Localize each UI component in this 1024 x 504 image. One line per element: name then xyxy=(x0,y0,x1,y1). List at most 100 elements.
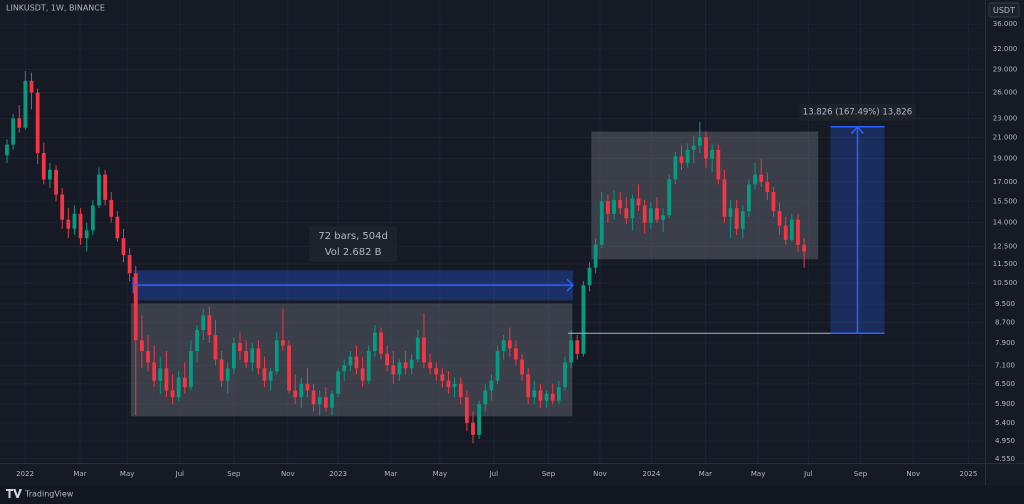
candle-body xyxy=(397,362,402,375)
candle-body xyxy=(311,390,316,405)
y-tick-label: 32.000 xyxy=(993,45,1018,53)
x-tick-label: Sep xyxy=(542,470,556,478)
candle-body xyxy=(507,340,512,349)
candle-body xyxy=(618,199,623,209)
candle-body xyxy=(115,216,120,239)
y-tick-label: 36.000 xyxy=(993,20,1018,28)
candle-body xyxy=(219,359,224,381)
candle-body xyxy=(704,137,708,159)
candle-body xyxy=(673,156,678,180)
candle-body xyxy=(422,337,426,363)
candle-body xyxy=(679,156,684,163)
x-tick-label: Jul xyxy=(803,470,813,478)
candle-body xyxy=(17,118,22,128)
candle-body xyxy=(403,362,408,369)
candle-body xyxy=(274,340,279,372)
candle-body xyxy=(550,393,555,401)
candle-body xyxy=(11,118,16,145)
y-tick-label: 10.500 xyxy=(993,279,1018,287)
y-tick-label: 15.500 xyxy=(993,197,1018,205)
x-tick-label: May xyxy=(751,470,765,478)
candle-body xyxy=(72,213,77,229)
candle-body xyxy=(532,390,537,398)
candle-body xyxy=(464,397,469,423)
y-tick-label: 21.000 xyxy=(993,133,1018,141)
candle-body xyxy=(477,404,482,435)
candle-body xyxy=(103,174,107,200)
candle-body xyxy=(60,194,65,220)
candle-body xyxy=(66,219,71,229)
candle-body xyxy=(176,377,181,398)
x-tick-label: May xyxy=(120,470,134,478)
candle-body xyxy=(796,219,800,245)
x-tick-label: Mar xyxy=(73,470,86,478)
candle-body xyxy=(587,267,592,286)
candle-body xyxy=(428,362,432,369)
candle-body xyxy=(599,201,604,245)
candle-body xyxy=(225,368,230,381)
footer xyxy=(0,485,1024,504)
grid xyxy=(0,0,985,463)
currency-button-label[interactable]: USDT xyxy=(993,6,1015,15)
candle-body xyxy=(78,213,83,239)
x-tick-label: May xyxy=(433,470,447,478)
candle-body xyxy=(90,205,95,231)
candle-body xyxy=(458,383,463,398)
candle-body xyxy=(489,380,494,391)
x-tick-label: Mar xyxy=(699,470,712,478)
y-tick-label: 7.100 xyxy=(995,361,1015,369)
x-tick-label: 2025 xyxy=(960,470,978,478)
candle-body xyxy=(35,92,40,154)
measure-label: 13.826 (167.49%) 13,826 xyxy=(803,108,912,118)
candle-body xyxy=(538,390,543,401)
currency-button[interactable] xyxy=(988,2,1020,18)
candle-body xyxy=(722,179,727,217)
x-tick-label: Nov xyxy=(593,470,607,478)
candle-body xyxy=(238,342,242,352)
candle-body xyxy=(109,199,114,217)
candle-body xyxy=(317,397,322,405)
drawings-front: 72 bars, 504d Vol 2.682 B 13.826 (167.49%)… xyxy=(132,103,916,335)
y-tick-label: 4.550 xyxy=(995,455,1015,463)
candle-body xyxy=(268,371,273,381)
candle-body xyxy=(777,210,782,226)
candle-body xyxy=(84,230,89,239)
y-tick-label: 11.500 xyxy=(993,260,1018,268)
date-range-label: 72 bars, 504d xyxy=(318,231,388,242)
candle-body xyxy=(661,215,665,220)
candle-body xyxy=(759,174,764,182)
candle-body xyxy=(753,174,757,185)
candle-body xyxy=(207,315,212,336)
candle-body xyxy=(648,208,653,223)
candle-body xyxy=(372,332,377,352)
candle-body xyxy=(41,153,46,180)
candle-body xyxy=(514,348,518,360)
y-tick-label: 9.500 xyxy=(995,300,1015,308)
candle-body xyxy=(740,210,745,229)
candle-body xyxy=(446,380,451,388)
candle-body xyxy=(281,340,285,346)
candle-body xyxy=(667,179,672,216)
brand-logo xyxy=(6,489,22,498)
candle-body xyxy=(783,225,788,240)
date-range-label-box xyxy=(309,226,398,262)
candle-body xyxy=(152,362,157,381)
y-tick-label: 14.000 xyxy=(993,219,1018,227)
candle-body xyxy=(728,208,733,217)
x-tick-label: 2022 xyxy=(16,470,34,478)
candle-body xyxy=(336,371,341,394)
candle-body xyxy=(642,205,647,223)
candle-body xyxy=(127,255,132,274)
y-tick-label: 29.000 xyxy=(993,66,1018,74)
candle-body xyxy=(691,145,696,150)
candle-body xyxy=(139,340,144,352)
candle-body xyxy=(501,340,506,352)
y-tick-label: 5.900 xyxy=(995,400,1015,408)
candle-body xyxy=(563,362,567,388)
y-tick-label: 4.950 xyxy=(995,437,1015,445)
candle-body xyxy=(330,393,334,408)
y-tick-label: 19.000 xyxy=(993,154,1018,162)
candle-body xyxy=(440,374,445,381)
candle-body xyxy=(23,80,28,128)
